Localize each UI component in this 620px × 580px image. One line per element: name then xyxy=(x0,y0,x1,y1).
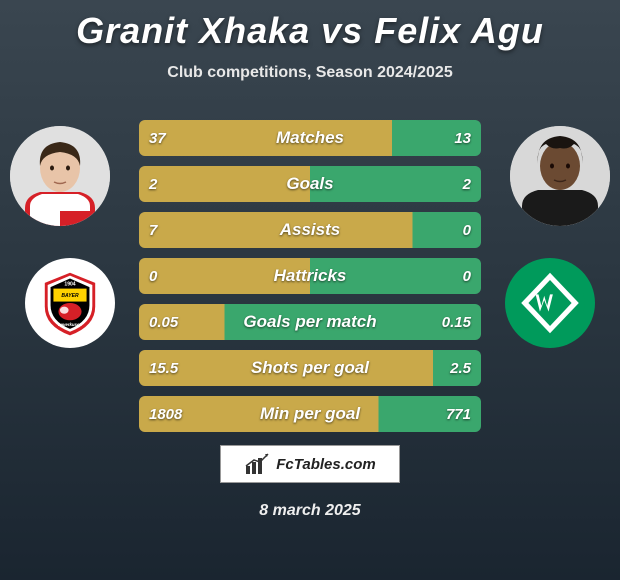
player-left-silhouette xyxy=(10,126,110,226)
stat-left-value: 2 xyxy=(139,176,199,193)
leverkusen-crest-icon: BAYER 1904 Leverkusen xyxy=(34,267,106,339)
stat-row: 7Assists0 xyxy=(139,212,481,248)
stat-right-value: 0 xyxy=(421,268,481,285)
footer-brand-badge: FcTables.com xyxy=(220,445,400,483)
svg-text:BAYER: BAYER xyxy=(61,293,79,299)
subtitle: Club competitions, Season 2024/2025 xyxy=(0,64,620,82)
stat-left-value: 37 xyxy=(139,130,199,147)
stat-label: Shots per goal xyxy=(199,358,421,378)
stat-row: 37Matches13 xyxy=(139,120,481,156)
stat-left-value: 0.05 xyxy=(139,314,199,331)
stat-label: Goals per match xyxy=(199,312,421,332)
stat-row: 1808Min per goal771 xyxy=(139,396,481,432)
player-right-avatar xyxy=(510,126,610,226)
stat-row: 15.5Shots per goal2.5 xyxy=(139,350,481,386)
stats-container: 37Matches132Goals27Assists00Hattricks00.… xyxy=(139,120,481,442)
page-title: Granit Xhaka vs Felix Agu xyxy=(0,0,620,52)
footer-brand-text: FcTables.com xyxy=(276,456,375,473)
stat-label: Hattricks xyxy=(199,266,421,286)
stat-label: Matches xyxy=(199,128,421,148)
stat-label: Assists xyxy=(199,220,421,240)
stat-right-value: 2 xyxy=(421,176,481,193)
stat-right-value: 771 xyxy=(421,406,481,423)
stat-left-value: 1808 xyxy=(139,406,199,423)
footer-date: 8 march 2025 xyxy=(0,502,620,520)
werder-crest-icon xyxy=(514,267,586,339)
stat-right-value: 0 xyxy=(421,222,481,239)
player-left-avatar xyxy=(10,126,110,226)
stat-row: 0Hattricks0 xyxy=(139,258,481,294)
stat-label: Min per goal xyxy=(199,404,421,424)
stat-right-value: 0.15 xyxy=(421,314,481,331)
stat-row: 0.05Goals per match0.15 xyxy=(139,304,481,340)
player-right-silhouette xyxy=(510,126,610,226)
stat-right-value: 13 xyxy=(421,130,481,147)
svg-text:1904: 1904 xyxy=(64,282,75,288)
stat-right-value: 2.5 xyxy=(421,360,481,377)
stat-left-value: 7 xyxy=(139,222,199,239)
svg-text:Leverkusen: Leverkusen xyxy=(58,322,82,327)
club-right-badge xyxy=(505,258,595,348)
stat-left-value: 0 xyxy=(139,268,199,285)
club-left-badge: BAYER 1904 Leverkusen xyxy=(25,258,115,348)
stat-label: Goals xyxy=(199,174,421,194)
fctables-logo-icon xyxy=(244,452,272,476)
stat-row: 2Goals2 xyxy=(139,166,481,202)
stat-left-value: 15.5 xyxy=(139,360,199,377)
